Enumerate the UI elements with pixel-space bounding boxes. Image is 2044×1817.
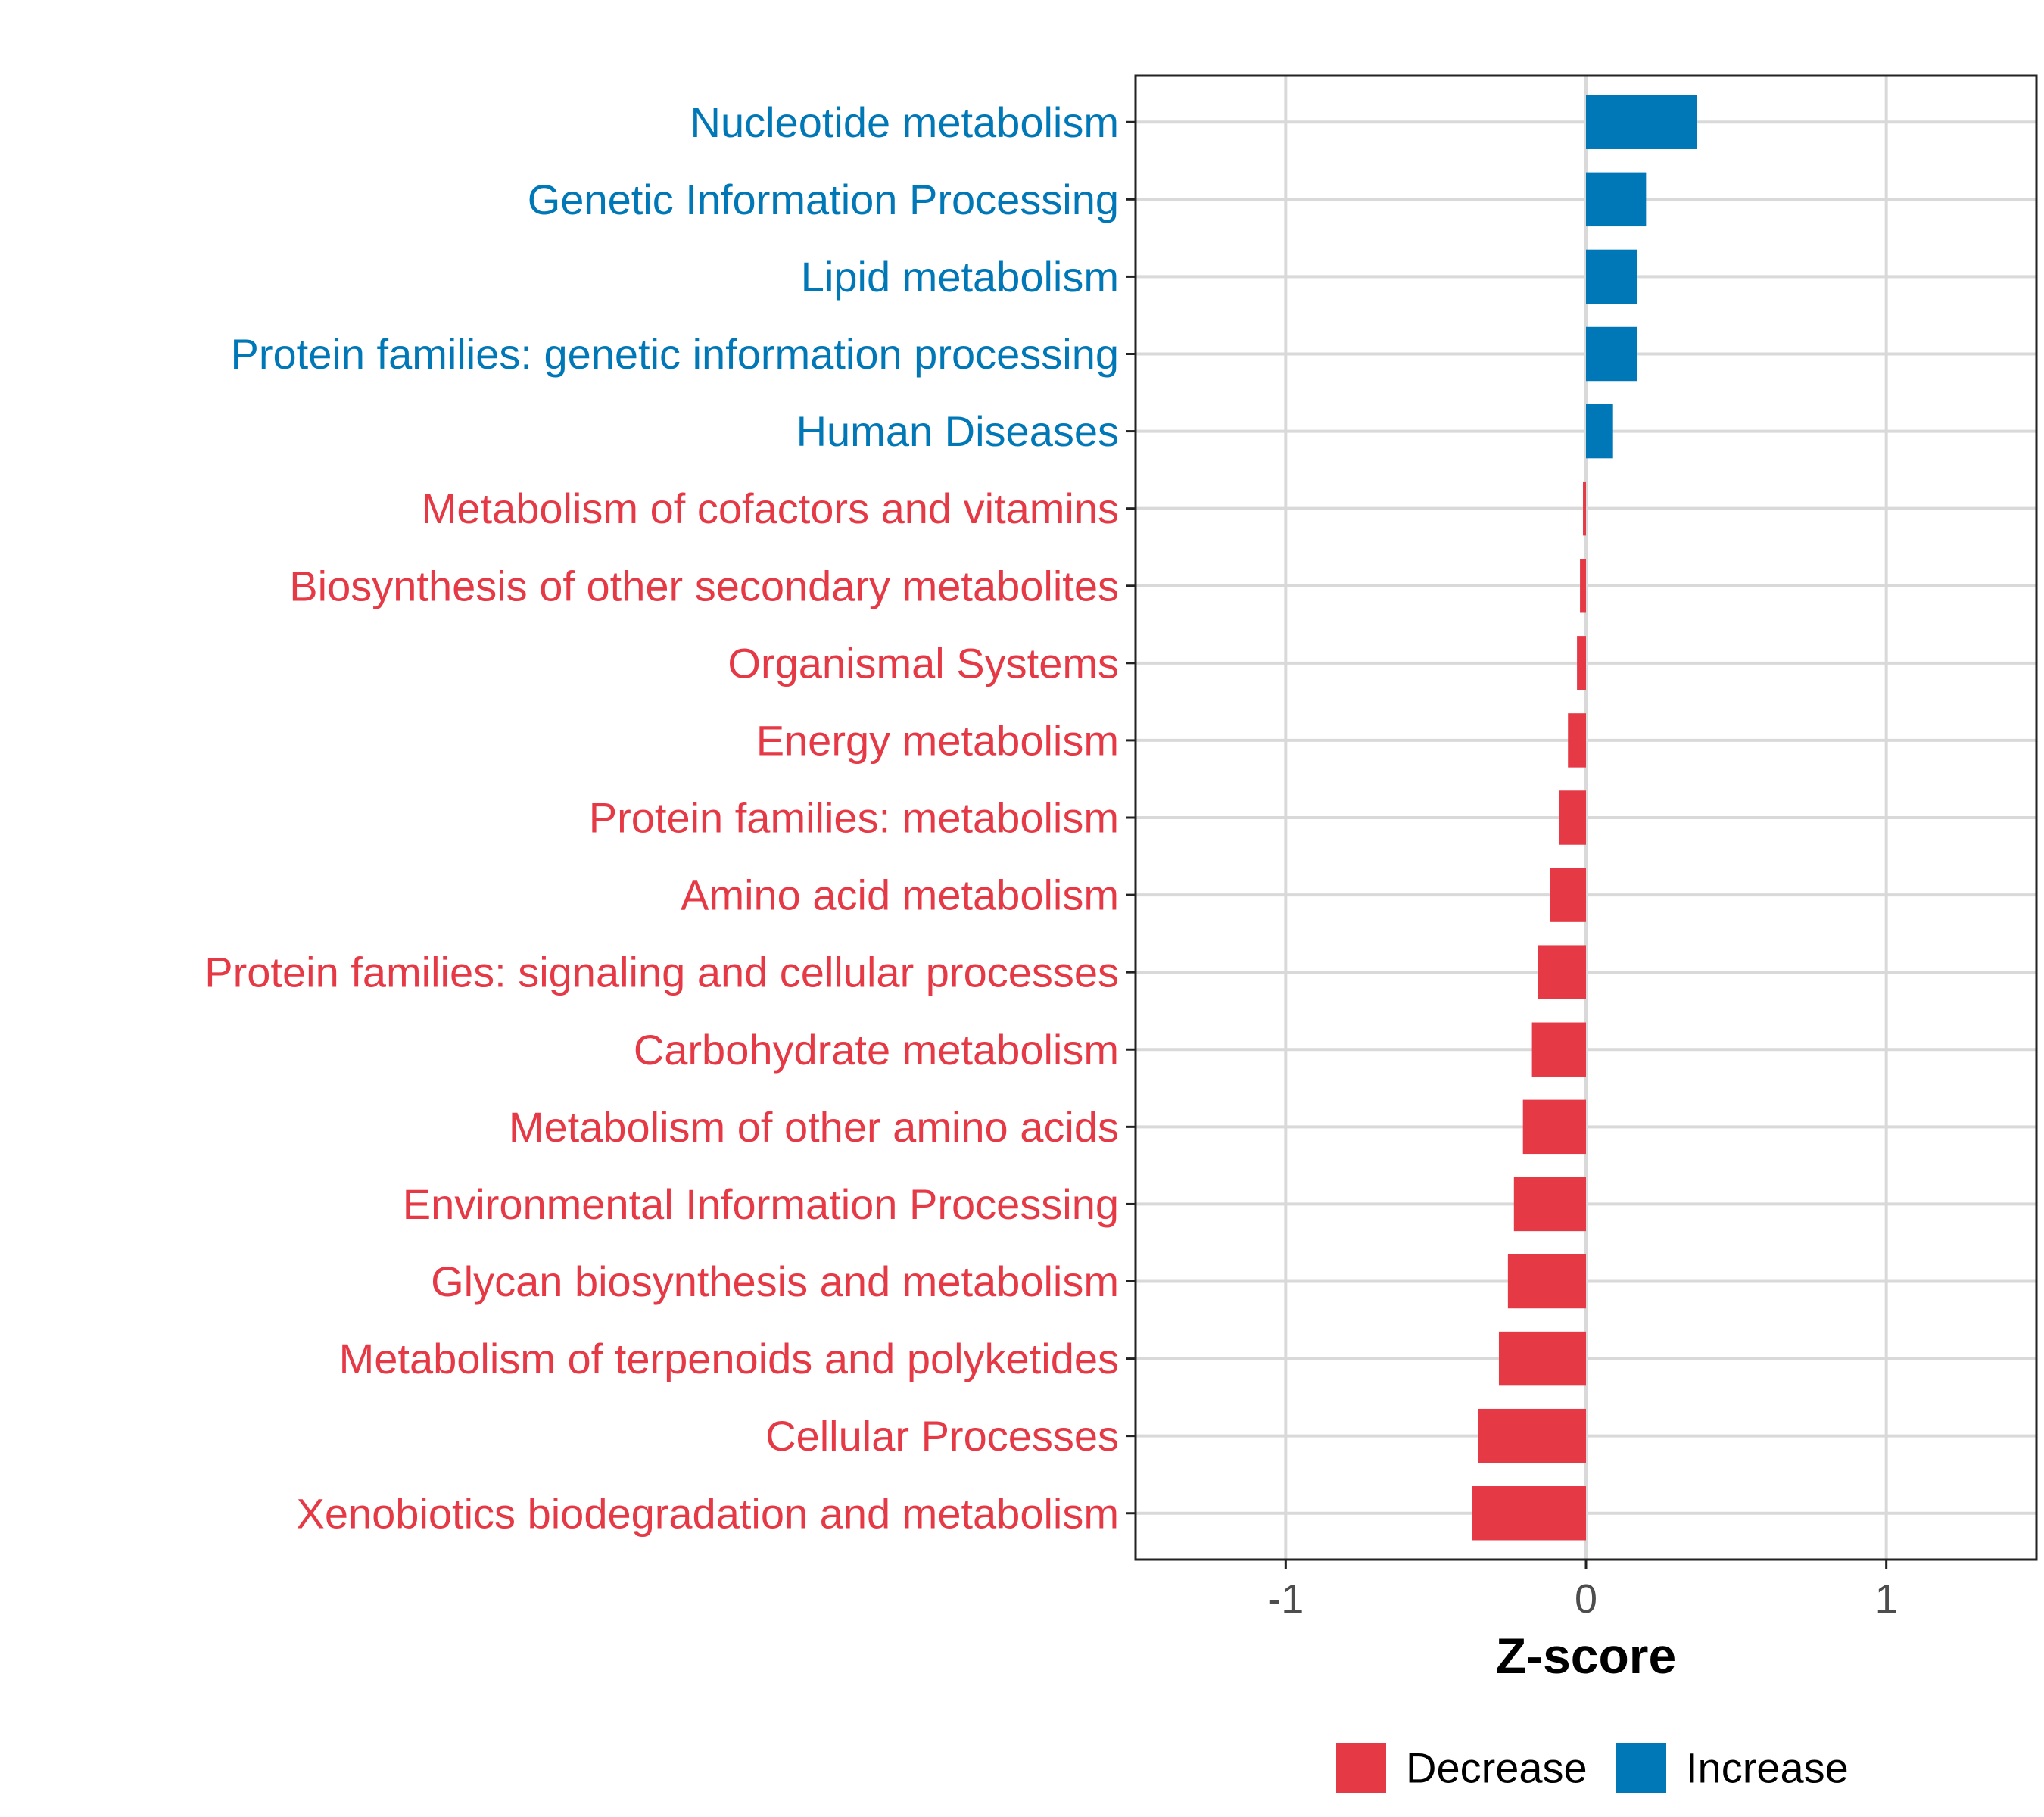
category-label: Metabolism of terpenoids and polyketides [339, 1335, 1119, 1382]
category-label: Protein families: signaling and cellular… [204, 949, 1119, 996]
x-axis-ticks [1284, 1560, 1888, 1569]
bar [1586, 249, 1637, 304]
category-label: Protein families: metabolism [589, 794, 1119, 842]
category-label: Human Diseases [796, 407, 1119, 455]
legend: Decrease Increase [1336, 1743, 1849, 1793]
category-label: Genetic Information Processing [528, 176, 1119, 223]
legend-swatch-decrease [1336, 1743, 1386, 1793]
category-label: Metabolism of other amino acids [509, 1103, 1119, 1151]
bar [1513, 1177, 1586, 1232]
bar [1550, 868, 1586, 922]
category-label: Organismal Systems [728, 639, 1119, 687]
x-tick-label: 0 [1575, 1576, 1597, 1622]
category-label: Environmental Information Processing [403, 1180, 1119, 1228]
legend-label-increase: Increase [1686, 1744, 1849, 1792]
bar [1507, 1254, 1586, 1309]
category-label: Amino acid metabolism [681, 871, 1119, 919]
bar [1586, 326, 1637, 382]
bar [1498, 1331, 1586, 1386]
bar [1583, 481, 1586, 536]
x-axis-title: Z-score [1496, 1628, 1676, 1684]
bars [1472, 95, 1697, 1541]
bar [1586, 172, 1647, 227]
bar [1580, 559, 1586, 613]
bar [1478, 1408, 1586, 1463]
bar [1577, 636, 1586, 690]
category-label: Protein families: genetic information pr… [231, 330, 1119, 378]
category-label: Xenobiotics biodegradation and metabolis… [297, 1489, 1119, 1537]
category-label: Lipid metabolism [801, 253, 1119, 301]
x-tick-label: -1 [1267, 1576, 1304, 1622]
category-label: Energy metabolism [756, 716, 1119, 764]
x-tick-label: 1 [1875, 1576, 1898, 1622]
category-label: Carbohydrate metabolism [634, 1026, 1119, 1074]
legend-label-decrease: Decrease [1406, 1744, 1588, 1792]
category-label: Nucleotide metabolism [690, 98, 1119, 146]
bar [1568, 713, 1586, 768]
bar [1586, 95, 1697, 149]
y-axis-category-labels: Nucleotide metabolism Genetic Information… [204, 98, 1119, 1538]
legend-swatch-increase [1616, 1743, 1666, 1793]
x-axis-tick-labels: -1 0 1 [1267, 1576, 1897, 1622]
y-axis-ticks [1126, 120, 1136, 1515]
category-label: Cellular Processes [765, 1412, 1119, 1460]
bar [1531, 1022, 1586, 1077]
bar [1538, 945, 1586, 999]
bar [1522, 1099, 1586, 1155]
bar [1472, 1486, 1586, 1541]
bar [1586, 404, 1613, 459]
category-label: Metabolism of cofactors and vitamins [422, 485, 1119, 532]
category-label: Glycan biosynthesis and metabolism [431, 1258, 1119, 1305]
category-label: Biosynthesis of other secondary metaboli… [289, 562, 1119, 609]
bar [1559, 790, 1586, 845]
